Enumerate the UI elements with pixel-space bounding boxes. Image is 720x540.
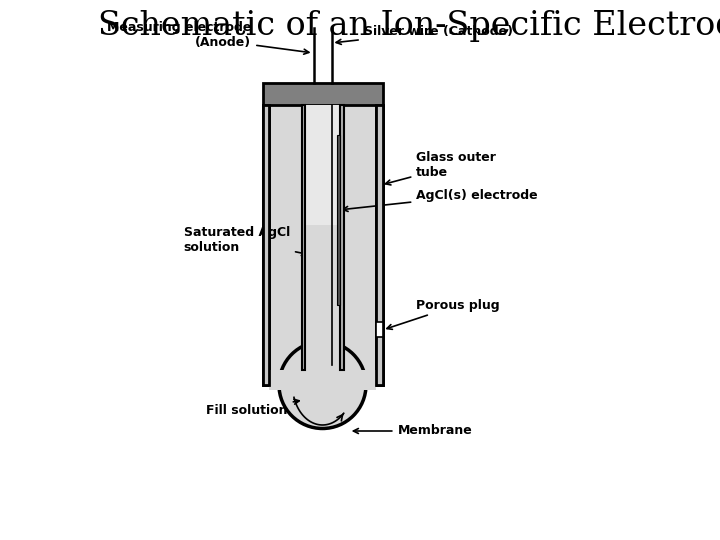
Bar (340, 105, 343, 370)
Bar (263, 105, 269, 385)
Text: Saturated AgCl
solution: Saturated AgCl solution (184, 226, 307, 255)
Bar (263, 105, 269, 385)
Bar (376, 105, 382, 385)
Bar (305, 105, 340, 370)
Bar (376, 105, 382, 385)
Bar (337, 135, 340, 305)
Bar (263, 83, 382, 105)
Circle shape (279, 341, 366, 429)
Bar (376, 322, 382, 337)
Text: Schematic of an Ion-Specific Electrode: Schematic of an Ion-Specific Electrode (97, 10, 720, 42)
Text: Silver wire (Cathode): Silver wire (Cathode) (336, 24, 513, 44)
Text: AgCl(s) electrode: AgCl(s) electrode (343, 188, 538, 212)
Bar (269, 370, 376, 390)
Text: Porous plug: Porous plug (387, 299, 500, 329)
Text: Membrane: Membrane (354, 424, 472, 437)
Text: Glass outer
tube: Glass outer tube (385, 151, 496, 185)
Bar (305, 225, 340, 370)
Bar (269, 105, 376, 385)
Bar (302, 105, 305, 370)
Text: Fill solution: Fill solution (206, 399, 300, 416)
Text: Measuring electrode
(Anode): Measuring electrode (Anode) (107, 21, 309, 54)
